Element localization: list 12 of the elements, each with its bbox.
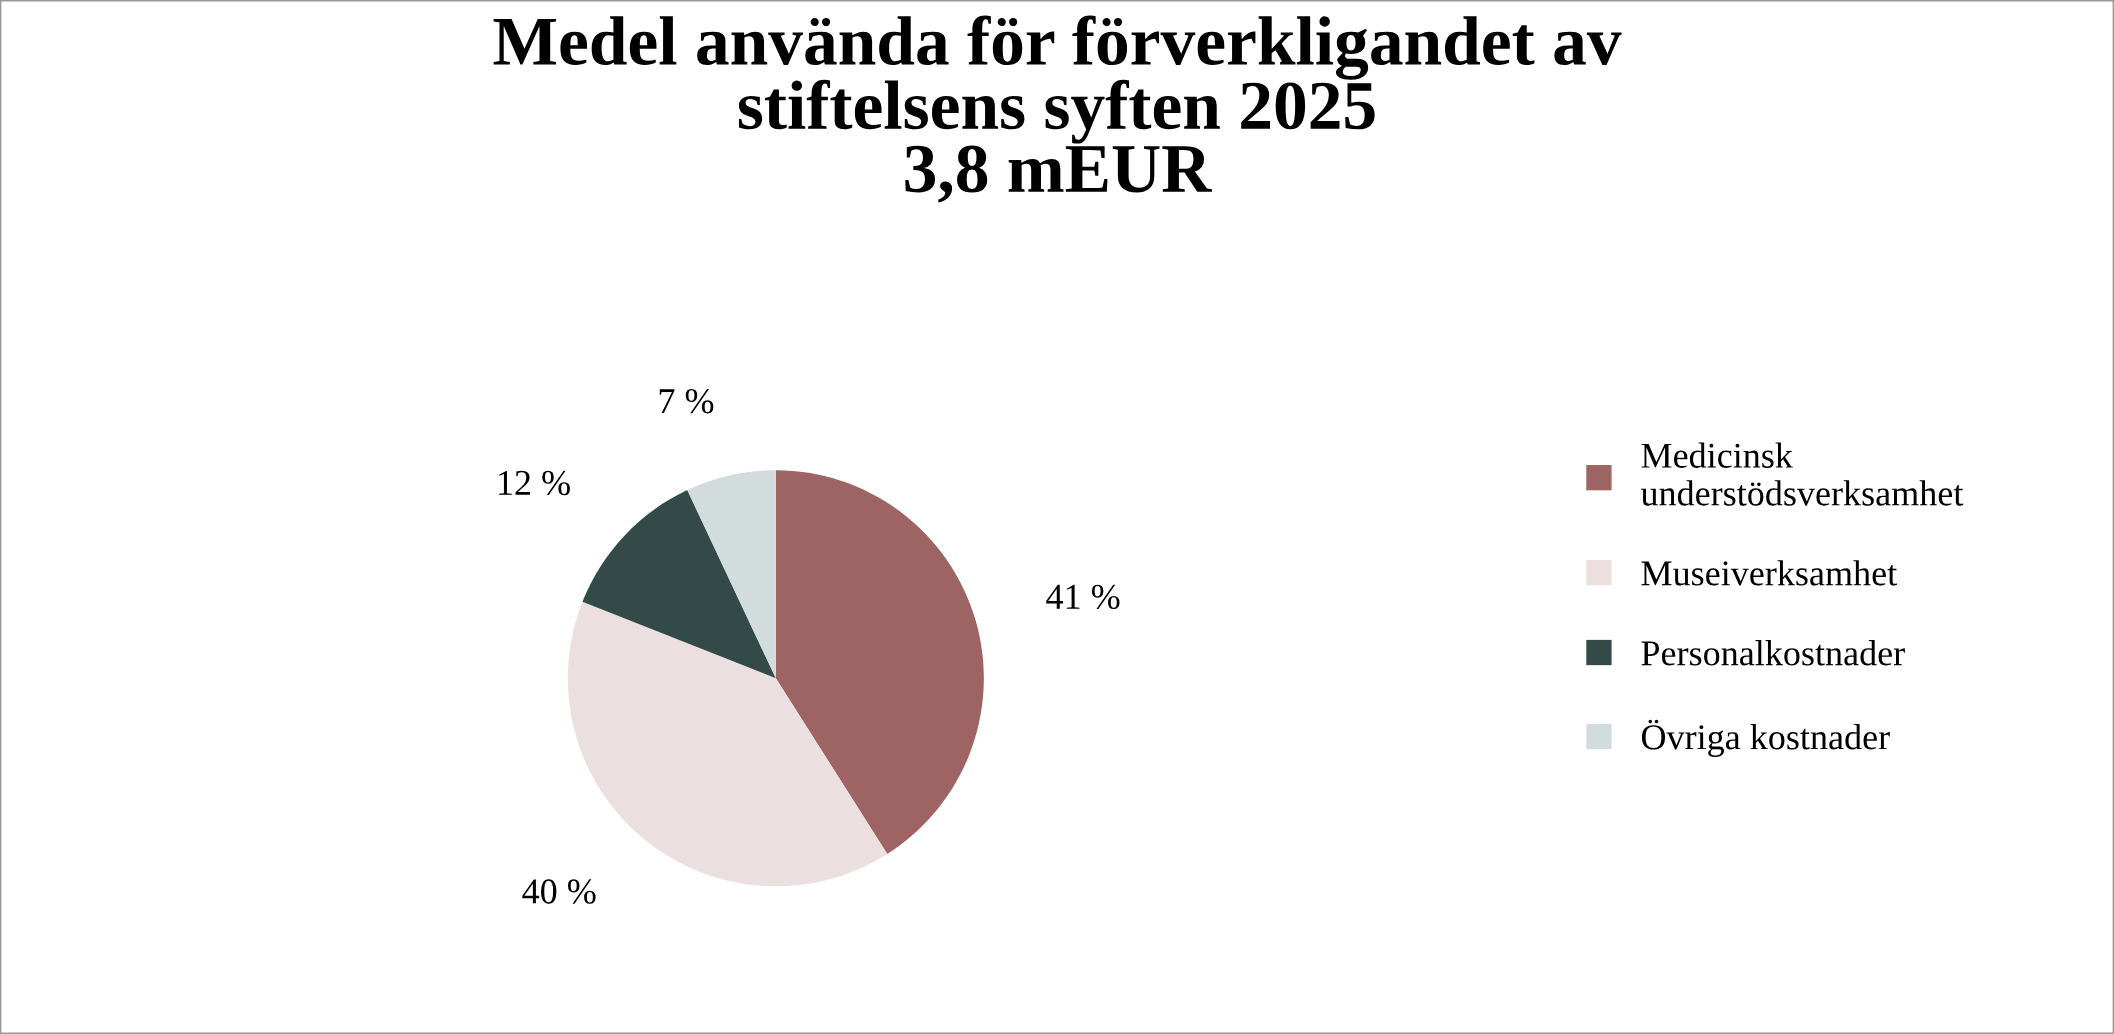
legend-label: Personalkostnader <box>1641 640 1905 666</box>
data-label: 41 % <box>1046 584 1120 610</box>
pie-slice <box>687 470 776 679</box>
legend-label: Övriga kostnader <box>1641 719 1890 757</box>
data-label: 40 % <box>522 879 596 904</box>
pie-slice <box>775 470 984 854</box>
legend-label: Museiverksamhet <box>1641 560 1897 586</box>
legend-label: Medicinsk understödsverksamhet <box>1640 442 1964 506</box>
data-label: 12 % <box>499 470 570 496</box>
pie-slice <box>582 490 776 679</box>
chart-title: Medel använda för förverkligandet av stiftelsens syften 2025 3,8 mEUR <box>493 15 1622 203</box>
data-label: 7 % <box>659 388 714 414</box>
